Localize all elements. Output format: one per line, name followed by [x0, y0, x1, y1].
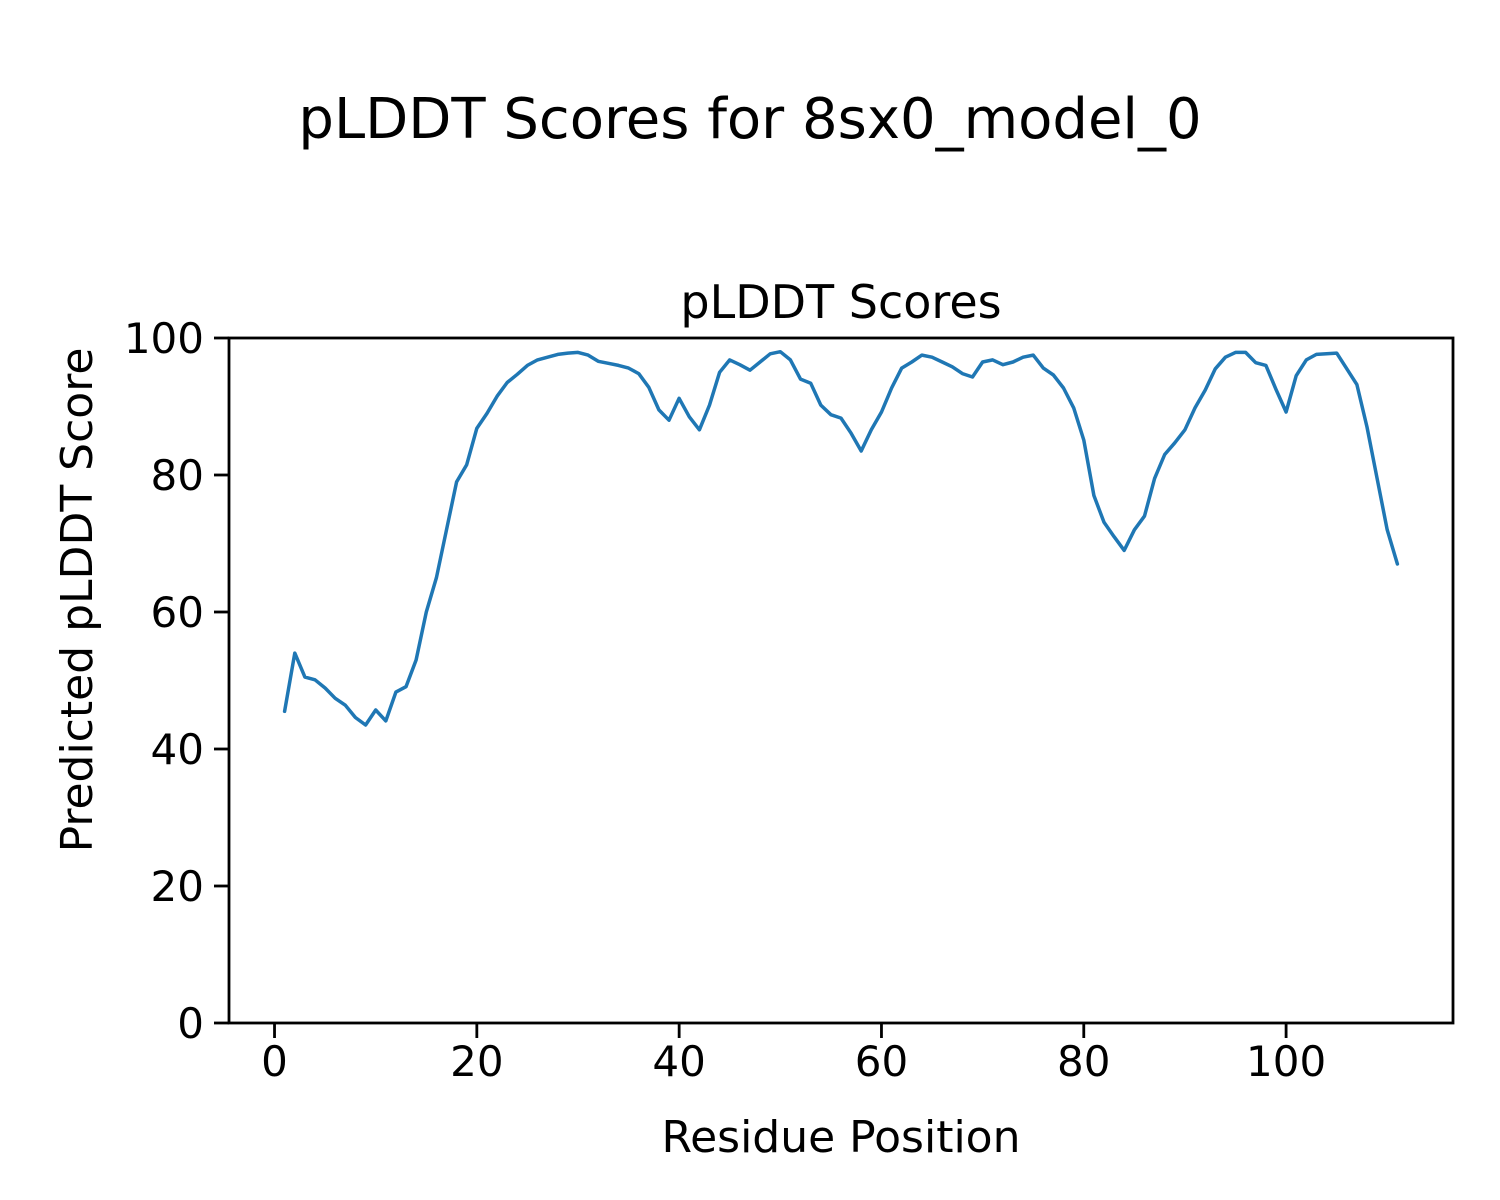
axes-frame: [227, 336, 1455, 1025]
y-tick-label: 40: [151, 725, 204, 774]
axes-ticks: 0 20 40 60 80 100 0 20 40 60 80 100: [124, 314, 1326, 1086]
axes-title: pLDDT Scores: [680, 275, 1001, 329]
x-tick-label: 80: [1057, 1037, 1110, 1086]
x-tick-label: 100: [1246, 1037, 1326, 1086]
x-tick-label: 60: [855, 1037, 908, 1086]
x-tick-label: 40: [652, 1037, 705, 1086]
figure-suptitle: pLDDT Scores for 8sx0_model_0: [298, 87, 1201, 152]
x-tick-label: 20: [450, 1037, 503, 1086]
y-tick-label: 0: [177, 999, 204, 1048]
y-tick-label: 100: [124, 314, 204, 363]
y-tick-label: 80: [151, 451, 204, 500]
y-tick-label: 20: [151, 862, 204, 911]
x-tick-label: 0: [261, 1037, 288, 1086]
plddt-data-line: [282, 349, 1400, 727]
x-axis-label: Residue Position: [661, 1112, 1020, 1163]
y-axis-label: Predicted pLDDT Score: [52, 348, 103, 853]
y-tick-label: 60: [151, 588, 204, 637]
